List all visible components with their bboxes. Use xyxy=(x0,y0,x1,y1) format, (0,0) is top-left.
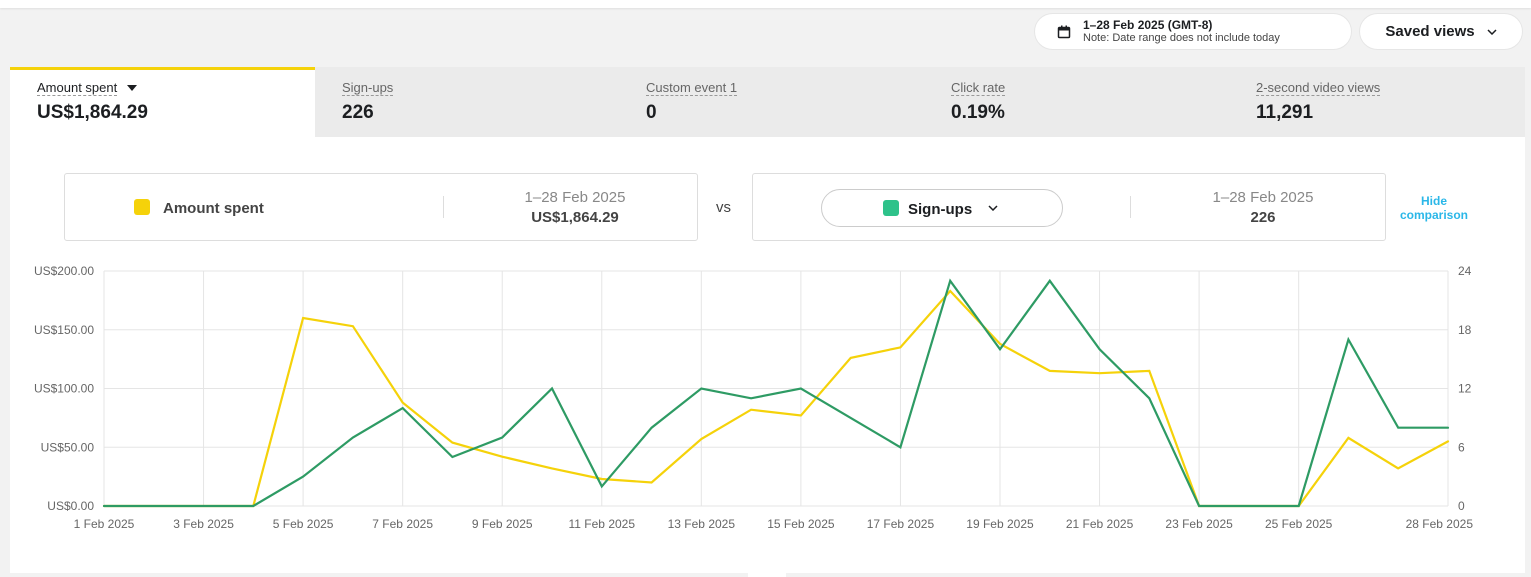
metric-tabs: Amount spent US$1,864.29 Sign-ups 226 Cu… xyxy=(10,67,1525,137)
x-axis: 1 Feb 2025 3 Feb 2025 5 Feb 2025 7 Feb 2025… xyxy=(74,517,1474,531)
tab-value: US$1,864.29 xyxy=(37,102,148,123)
tab-value: 226 xyxy=(342,102,374,123)
vs-label: vs xyxy=(716,199,731,216)
tab-label: Amount spent xyxy=(37,80,118,96)
chart-series xyxy=(102,278,1450,508)
hide-comparison-line2: comparison xyxy=(1400,208,1469,222)
date-range-picker[interactable]: 1–28 Feb 2025 (GMT-8) Note: Date range d… xyxy=(1035,14,1351,49)
x-tick-label: 19 Feb 2025 xyxy=(966,517,1034,531)
y-right-tick-label: 18 xyxy=(1458,323,1472,337)
y-axis-right: 0 6 12 18 24 xyxy=(1458,264,1472,513)
comparison-left-value: US$1,864.29 xyxy=(531,209,619,226)
line-chart: US$0.00 US$50.00 US$100.00 US$150.00 US$200.… xyxy=(34,264,1474,531)
saved-views-button[interactable]: Saved views xyxy=(1360,14,1522,49)
chevron-down-icon xyxy=(988,205,998,211)
comparison-left: Amount spent 1–28 Feb 2025 US$1,864.29 xyxy=(64,173,698,241)
x-tick-label: 9 Feb 2025 xyxy=(472,517,533,531)
caret-down-icon[interactable] xyxy=(127,84,138,91)
top-bar xyxy=(0,0,1531,8)
divider xyxy=(443,196,444,218)
y-right-tick-label: 6 xyxy=(1458,440,1465,454)
tab-value: 0 xyxy=(646,102,657,123)
x-tick-label: 23 Feb 2025 xyxy=(1165,517,1233,531)
comparison-right: Sign-ups 1–28 Feb 2025 226 xyxy=(752,173,1386,241)
y-right-tick-label: 12 xyxy=(1458,382,1472,396)
y-left-tick-label: US$100.00 xyxy=(34,382,94,396)
saved-views-label: Saved views xyxy=(1385,23,1475,40)
x-tick-label: 21 Feb 2025 xyxy=(1066,517,1134,531)
tab-label: Custom event 1 xyxy=(646,80,738,96)
x-tick-label: 5 Feb 2025 xyxy=(273,517,334,531)
amount-spent-swatch xyxy=(134,199,150,215)
series-line-sign-ups xyxy=(102,278,1450,508)
tab-sign-ups[interactable]: Sign-ups 226 xyxy=(315,67,619,137)
y-axis-left: US$0.00 US$50.00 US$100.00 US$150.00 US$200.… xyxy=(34,264,94,513)
date-range-note: Note: Date range does not include today xyxy=(1083,31,1280,44)
hide-comparison-link[interactable]: Hide comparison xyxy=(1400,194,1468,222)
y-left-tick-label: US$150.00 xyxy=(34,323,94,337)
x-tick-label: 17 Feb 2025 xyxy=(867,517,935,531)
tab-label: 2-second video views xyxy=(1256,80,1381,96)
tab-click-rate[interactable]: Click rate 0.19% xyxy=(924,67,1229,137)
comparison-right-value: 226 xyxy=(1250,209,1276,226)
y-right-tick-label: 0 xyxy=(1458,499,1465,513)
tab-amount-spent[interactable]: Amount spent US$1,864.29 xyxy=(10,67,315,137)
hide-comparison-line1: Hide xyxy=(1420,194,1447,208)
y-left-tick-label: US$200.00 xyxy=(34,264,94,278)
x-tick-label: 15 Feb 2025 xyxy=(767,517,835,531)
x-tick-label: 25 Feb 2025 xyxy=(1265,517,1333,531)
chart-grid xyxy=(103,270,1449,507)
divider xyxy=(1130,196,1131,218)
tab-2-second-video-views[interactable]: 2-second video views 11,291 xyxy=(1229,67,1525,137)
tab-label: Click rate xyxy=(951,80,1006,96)
tab-custom-event-1[interactable]: Custom event 1 0 xyxy=(619,67,924,137)
tab-label: Sign-ups xyxy=(342,80,394,96)
calendar-icon xyxy=(1057,25,1071,38)
y-left-tick-label: US$50.00 xyxy=(41,440,95,454)
comparison-right-metric: Sign-ups xyxy=(908,201,973,218)
date-range-label: 1–28 Feb 2025 (GMT-8) xyxy=(1083,17,1213,32)
x-tick-label: 13 Feb 2025 xyxy=(668,517,736,531)
comparison-metric-select[interactable]: Sign-ups xyxy=(821,189,1063,227)
y-left-tick-label: US$0.00 xyxy=(47,499,94,513)
comparison-left-metric: Amount spent xyxy=(163,200,264,217)
tab-value: 11,291 xyxy=(1256,102,1314,123)
x-tick-label: 28 Feb 2025 xyxy=(1406,517,1474,531)
x-tick-label: 11 Feb 2025 xyxy=(569,517,636,531)
y-right-tick-label: 24 xyxy=(1458,264,1472,278)
comparison-left-date: 1–28 Feb 2025 xyxy=(524,189,626,206)
x-tick-label: 3 Feb 2025 xyxy=(173,517,234,531)
chevron-down-icon xyxy=(1487,28,1497,35)
sign-ups-swatch xyxy=(883,200,899,216)
x-tick-label: 1 Feb 2025 xyxy=(74,517,135,531)
tab-value: 0.19% xyxy=(951,102,1005,123)
comparison-right-date: 1–28 Feb 2025 xyxy=(1212,189,1314,206)
x-tick-label: 7 Feb 2025 xyxy=(372,517,433,531)
scroll-handle[interactable] xyxy=(748,572,786,577)
